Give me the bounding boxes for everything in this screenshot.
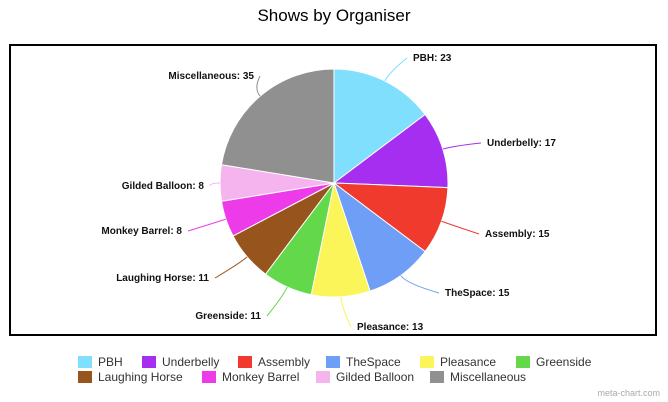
legend-label: Pleasance <box>440 355 497 369</box>
leader-line <box>400 275 440 294</box>
pie-slice-miscellaneous[interactable] <box>220 68 335 184</box>
legend-swatch <box>420 356 434 368</box>
legend-item[interactable]: Monkey Barrel <box>202 370 299 384</box>
legend-item[interactable]: Miscellaneous <box>430 370 526 384</box>
legend-label: Monkey Barrel <box>222 370 300 384</box>
legend-swatch <box>430 371 444 383</box>
legend-swatch <box>78 356 92 368</box>
leader-line <box>256 75 261 97</box>
legend-swatch <box>326 356 340 368</box>
chart-title: Shows by Organiser <box>257 6 411 25</box>
slice-label: Laughing Horse: 11 <box>116 273 209 284</box>
legend-swatch <box>316 371 330 383</box>
legend-swatch <box>516 356 530 368</box>
legend-label: Assembly <box>258 355 311 369</box>
pie-chart: PBH: 23 Underbelly: 17 Assembly: 15 TheSpac… <box>101 53 556 333</box>
slice-label: Assembly: 15 <box>485 229 550 240</box>
legend-item[interactable]: Greenside <box>516 355 591 369</box>
leader-line <box>384 57 408 82</box>
leader-line <box>214 256 248 279</box>
legend-item[interactable]: Assembly <box>238 355 310 369</box>
leader-line <box>187 218 227 232</box>
legend-label: Miscellaneous <box>450 370 527 384</box>
legend-label: Underbelly <box>162 355 220 369</box>
legend-label: Greenside <box>536 355 592 369</box>
legend-swatch <box>202 371 216 383</box>
legend-label: Gilded Balloon <box>336 370 415 384</box>
slice-label: Miscellaneous: 35 <box>168 71 254 82</box>
legend-item[interactable]: Gilded Balloon <box>316 370 414 384</box>
legend-item[interactable]: PBH <box>78 355 123 369</box>
legend-item[interactable]: Underbelly <box>142 355 219 369</box>
slice-label: TheSpace: 15 <box>445 288 510 299</box>
leader-line <box>266 286 288 317</box>
pie-slice-underbelly[interactable] <box>332 113 449 189</box>
leader-line <box>442 142 482 150</box>
legend-swatch <box>78 371 92 383</box>
leader-line <box>441 220 480 235</box>
slice-label: Gilded Balloon: 8 <box>122 181 205 192</box>
pie-slice-pbh[interactable] <box>333 68 426 185</box>
legend-swatch <box>142 356 156 368</box>
legend-label: TheSpace <box>346 355 401 369</box>
legend-item[interactable]: Pleasance <box>420 355 496 369</box>
slice-label: Pleasance: 13 <box>357 322 424 333</box>
slice-label: Greenside: 11 <box>195 311 261 322</box>
leader-line <box>340 296 352 328</box>
legend-label: PBH <box>98 355 123 369</box>
legend-item[interactable]: TheSpace <box>326 355 401 369</box>
slice-label: Underbelly: 17 <box>487 138 556 149</box>
slice-label: Monkey Barrel: 8 <box>101 226 182 237</box>
legend-item[interactable]: Laughing Horse <box>78 370 183 384</box>
credit-text: meta-chart.com <box>597 388 660 398</box>
slice-label: PBH: 23 <box>413 53 452 64</box>
legend-swatch <box>238 356 252 368</box>
plot-area: PBH: 23 Underbelly: 17 Assembly: 15 TheSpac… <box>9 44 657 336</box>
legend-label: Laughing Horse <box>98 370 183 384</box>
leader-line <box>209 182 221 187</box>
